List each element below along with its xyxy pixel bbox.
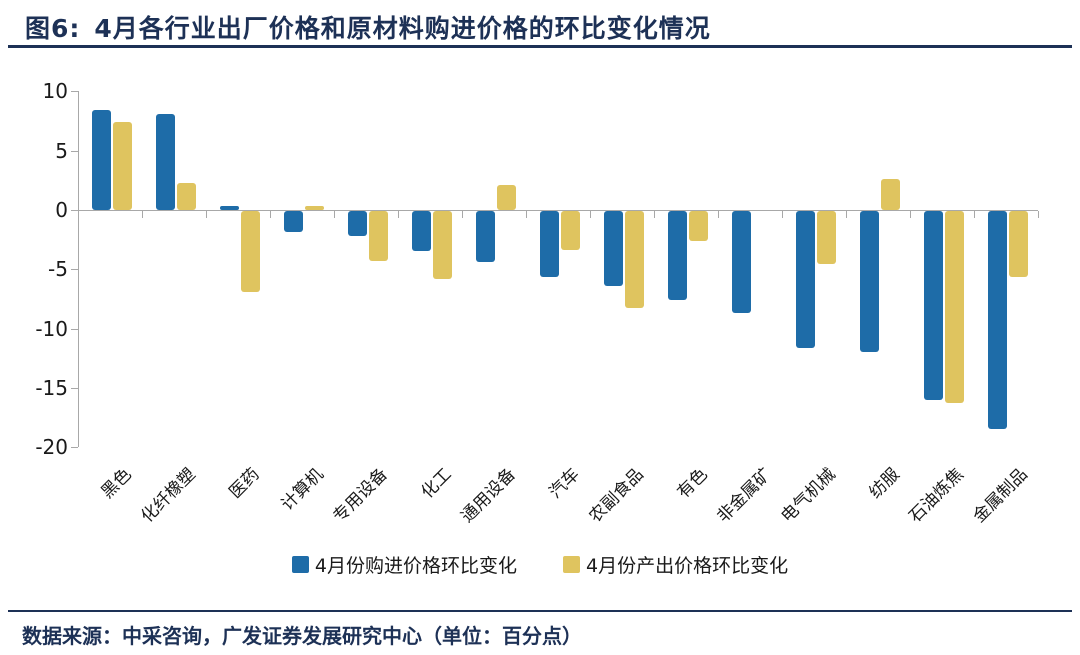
x-axis-tick (974, 211, 975, 218)
category-label: 黑色 (97, 464, 136, 503)
bar-output-price (497, 185, 516, 210)
y-axis-tick (71, 91, 78, 93)
y-axis-line (78, 91, 79, 448)
x-axis-tick (718, 211, 719, 218)
bar-purchase-price (156, 113, 175, 210)
y-axis-tick (71, 269, 78, 271)
x-axis-tick (398, 211, 399, 218)
bar-output-price (305, 206, 324, 210)
data-source-note: 数据来源：中采咨询，广发证券发展研究中心（单位：百分点） (22, 624, 582, 648)
bar-output-price (1009, 211, 1028, 278)
category-label: 有色 (673, 464, 712, 503)
y-tick-label: 0 (55, 198, 68, 222)
category-label: 纺服 (865, 464, 904, 503)
bar-purchase-price (412, 211, 431, 252)
bar-purchase-price (860, 211, 879, 353)
category-label: 金属制品 (969, 464, 1032, 527)
page-title: 图6: 4月各行业出厂价格和原材料购进价格的环比变化情况 (25, 9, 711, 45)
bar-output-price (625, 211, 644, 309)
legend-item-output-price: 4月份产出价格环比变化 (563, 551, 788, 578)
legend-item-purchase-price: 4月份购进价格环比变化 (291, 551, 517, 578)
bar-output-price (881, 179, 900, 210)
y-tick-label: -20 (35, 435, 68, 460)
x-axis-tick (782, 211, 783, 218)
x-axis-tick (142, 211, 143, 218)
category-label: 化纤橡塑 (137, 464, 200, 527)
category-label: 农副食品 (585, 464, 648, 527)
category-label: 石油炼焦 (905, 464, 968, 527)
category-label: 通用设备 (457, 464, 520, 527)
bar-purchase-price (348, 211, 367, 236)
bar-purchase-price (924, 211, 943, 400)
bar-purchase-price (92, 110, 111, 210)
bar-output-price (433, 211, 452, 279)
bar-purchase-price (476, 211, 495, 263)
x-axis-baseline (78, 210, 1038, 211)
bar-output-price (689, 211, 708, 241)
bar-purchase-price (668, 211, 687, 301)
category-label: 汽车 (545, 464, 584, 503)
y-tick-label: -5 (48, 257, 68, 282)
x-axis-tick (1038, 211, 1039, 218)
x-axis-tick (526, 211, 527, 218)
x-axis-tick (910, 211, 911, 218)
x-axis-tick (590, 211, 591, 218)
y-tick-label: -15 (35, 376, 68, 401)
y-axis-tick (71, 150, 78, 152)
title-divider (8, 45, 1072, 48)
x-axis-tick (846, 211, 847, 218)
chart-legend: 4月份购进价格环比变化 4月份产出价格环比变化 (0, 551, 1080, 578)
bar-purchase-price (732, 211, 751, 314)
legend-label-output: 4月份产出价格环比变化 (586, 555, 789, 577)
bar-output-price (369, 211, 388, 261)
bar-output-price (817, 211, 836, 265)
footer-divider (8, 610, 1072, 612)
bar-output-price (113, 122, 132, 210)
y-tick-label: -10 (35, 316, 68, 341)
y-axis-tick (71, 447, 78, 449)
y-axis-tick (71, 328, 78, 330)
bar-output-price (945, 211, 964, 404)
bar-purchase-price (220, 206, 239, 210)
legend-marker-blue-icon (291, 556, 309, 573)
y-axis-tick (71, 388, 78, 390)
bar-chart-plot-area: 10 5 0 -5 -10 -15 -20 黑色 化纤橡塑 医药 计算机 专用设备 化工 通用设备 汽车 农副… (35, 79, 1039, 527)
bar-purchase-price (796, 211, 815, 348)
figure-title-text: 4月各行业出厂价格和原材料购进价格的环比变化情况 (94, 14, 711, 43)
x-axis-tick (462, 211, 463, 218)
category-label: 专用设备 (329, 464, 392, 527)
y-tick-label: 10 (42, 79, 68, 104)
bar-purchase-price (284, 211, 303, 233)
category-label: 非金属矿 (713, 464, 776, 527)
x-axis-tick (654, 211, 655, 218)
figure-number: 图6: (25, 14, 81, 43)
x-axis-tick (206, 211, 207, 218)
category-label: 化工 (417, 464, 456, 503)
legend-label-purchase: 4月份购进价格环比变化 (314, 555, 517, 577)
bar-output-price (241, 211, 260, 292)
bar-output-price (561, 211, 580, 251)
category-label: 计算机 (277, 464, 328, 515)
category-label: 医药 (225, 464, 264, 503)
y-axis-tick (71, 210, 78, 211)
bar-output-price (177, 182, 196, 210)
bar-purchase-price (540, 211, 559, 278)
bar-purchase-price (988, 211, 1007, 430)
bar-purchase-price (604, 211, 623, 286)
x-axis-tick (78, 211, 79, 218)
x-axis-tick (270, 211, 271, 218)
legend-marker-yellow-icon (563, 556, 580, 573)
x-axis-tick (334, 211, 335, 218)
y-tick-label: 5 (55, 138, 68, 163)
category-label: 电气机械 (777, 464, 840, 527)
